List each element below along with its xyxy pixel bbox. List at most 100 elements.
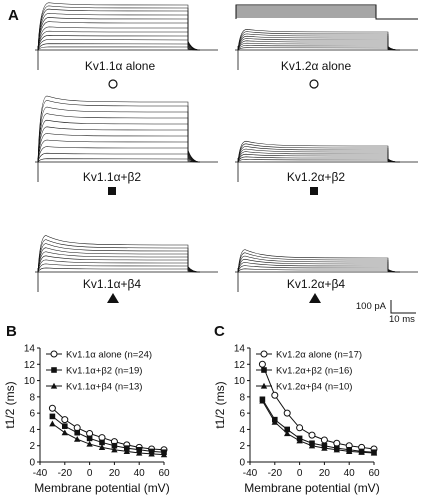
y-tick-label: 10 [234,376,246,387]
current-trace [37,126,201,163]
y-tick-label: 8 [239,392,245,403]
data-point [86,435,93,442]
trace-panel [235,140,418,182]
filled-triangle-symbol [309,293,321,303]
series-line [52,416,165,453]
current-trace [237,268,401,273]
x-tick-label: 20 [319,468,331,479]
data-point [296,437,303,444]
data-point [271,418,278,425]
y-tick-label: 0 [239,458,245,469]
current-trace [37,26,201,51]
data-point [284,426,290,433]
data-point [62,423,68,429]
x-tick-label: 0 [87,468,93,479]
legend: Kv1.2α alone (n=17) Kv1.2α+β2 (n=16) Kv1.2… [256,350,362,393]
y-tick-label: 2 [239,441,245,452]
data-point [74,429,80,436]
data-point [271,391,279,399]
x-tick-label: -40 [243,468,258,479]
current-trace [37,263,201,273]
data-point [111,446,118,453]
legend-marker [260,382,268,389]
filled-triangle-symbol [107,293,119,303]
trace-panel [235,29,418,70]
data-point [308,442,316,449]
series-line [261,400,375,454]
data-point [124,445,130,451]
data-point [160,451,168,458]
legend-marker [260,350,268,358]
current-trace [37,267,201,273]
y-axis-label: t1/2 (ms) [3,381,17,428]
legend-marker [50,350,58,358]
legend-marker [51,367,57,373]
filled-square-symbol [108,187,116,195]
series-2 [49,420,168,458]
scale-bar-current: 100 pA [356,301,387,312]
data-point [49,420,56,427]
x-tick-label: 0 [297,468,303,479]
x-tick-label: -20 [268,468,283,479]
data-point [320,436,328,444]
filled-square-symbol [310,187,318,195]
legend-entry: Kv1.1α+β2 (n=19) [66,366,142,377]
series-line [52,423,165,456]
current-trace [37,39,201,51]
label-kv12-alone: Kv1.2α alone [281,59,352,73]
legend: Kv1.1α alone (n=24) Kv1.1α+β2 (n=19) Kv1.1… [46,350,152,393]
data-point [333,446,340,453]
y-tick-label: 4 [29,425,35,436]
panel-a-letter: A [8,7,19,24]
y-tick-label: 10 [24,376,36,387]
x-tick-label: 20 [109,468,121,479]
voltage-protocol [235,4,418,20]
legend-entry: Kv1.2α+β4 (n=10) [276,382,352,393]
legend-entry: Kv1.1α alone (n=24) [66,350,152,361]
y-tick-label: 14 [24,344,36,355]
data-point [136,449,143,456]
series-line [261,399,375,453]
legend-entry: Kv1.2α+β2 (n=16) [276,366,352,377]
label-kv11-b2: Kv1.1α+β2 [83,170,142,184]
current-trace [37,255,201,273]
series-2 [259,397,378,456]
current-trace [237,29,401,51]
x-tick-label: -40 [33,468,48,479]
data-point [61,416,69,424]
label-kv12-b2: Kv1.2α+β2 [287,170,346,184]
current-trace [37,235,201,273]
data-point [86,440,93,447]
current-trace [37,119,201,163]
y-tick-label: 6 [239,409,245,420]
scale-bar-time: 10 ms [389,314,415,325]
legend-marker [261,367,267,373]
data-point [136,446,142,453]
y-tick-label: 0 [29,458,35,469]
current-trace [37,2,201,51]
data-point [258,360,266,368]
y-tick-label: 12 [234,360,246,371]
current-trace [237,265,401,273]
current-trace [237,249,401,273]
data-point [296,424,304,432]
legend-marker [50,382,58,389]
x-tick-label: 60 [368,468,380,479]
x-axis-label: Membrane potential (mV) [244,481,379,495]
x-tick-label: 40 [344,468,356,479]
series-line [261,364,375,450]
current-trace [37,146,201,163]
current-trace [237,31,401,51]
data-point [48,404,56,412]
data-point [98,444,106,450]
data-point [123,448,130,455]
current-trace [237,151,401,163]
x-tick-label: 40 [134,468,146,479]
trace-panel [235,249,418,292]
legend-entry: Kv1.1α+β4 (n=13) [66,382,142,393]
y-tick-label: 8 [29,392,35,403]
data-point [321,444,328,451]
y-axis-label: t1/2 (ms) [213,381,227,428]
trace-panel [35,95,218,182]
data-point [308,431,316,439]
